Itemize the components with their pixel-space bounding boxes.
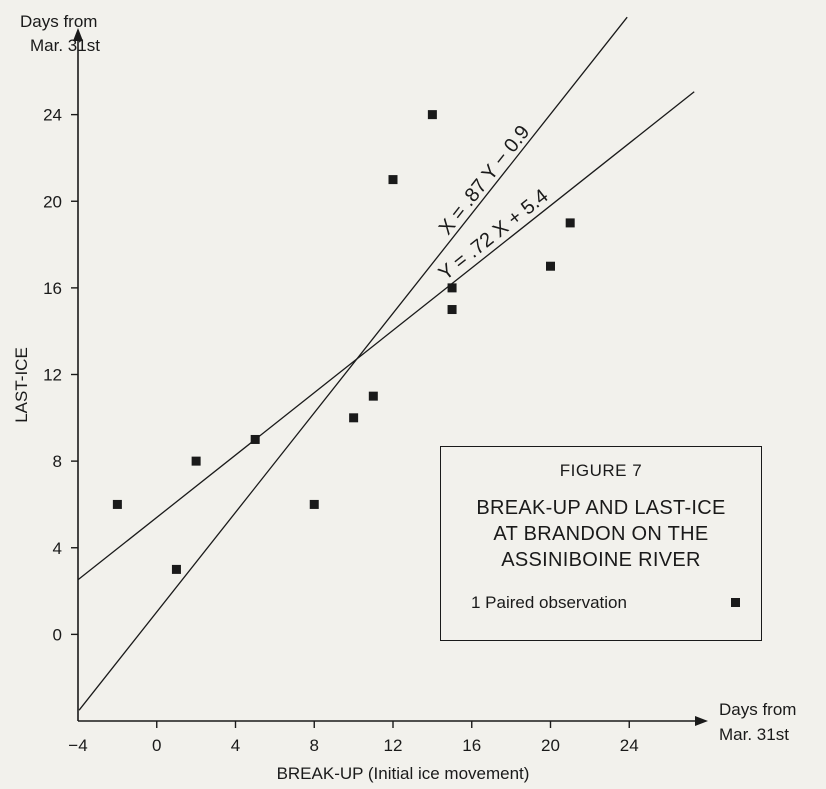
y-tick-label: 24	[43, 106, 62, 125]
x-tick-label: 20	[541, 736, 560, 755]
data-point	[427, 110, 437, 120]
data-point	[171, 564, 181, 574]
x-tick-label: −4	[68, 736, 87, 755]
y-tick-label: 20	[43, 192, 62, 211]
data-point	[546, 261, 555, 271]
y-tick-label: 12	[43, 366, 62, 385]
figure-title-line3: ASSINIBOINE RIVER	[501, 549, 701, 571]
x-tick-label: 16	[462, 736, 481, 755]
figure-title: BREAK-UP AND LAST-ICE AT BRANDON ON THE …	[441, 495, 761, 573]
figure-title-line2: AT BRANDON ON THE	[493, 523, 709, 545]
data-point	[565, 218, 575, 228]
x-unit-label-line1: Days from	[719, 700, 796, 719]
data-point	[250, 434, 260, 444]
figure-number: FIGURE 7	[559, 461, 643, 480]
y-tick-label: 16	[43, 279, 62, 298]
y-axis-label: LAST-ICE	[12, 347, 31, 423]
data-point	[309, 499, 319, 509]
x-tick-label: 4	[231, 736, 240, 755]
y-tick-label: 8	[53, 452, 62, 471]
data-point	[368, 391, 378, 401]
data-point	[349, 413, 359, 423]
x-unit-label-line2: Mar. 31st	[719, 725, 789, 744]
x-tick-label: 8	[310, 736, 319, 755]
y-axis-arrow	[73, 28, 83, 41]
axes: −4 0 4 8 12 16 20 24 0 4 8 12 16 20 24	[43, 28, 708, 755]
legend: FIGURE 7 BREAK-UP AND LAST-ICE AT BRANDO…	[440, 446, 762, 641]
y-unit-label-line2: Mar. 31st	[30, 36, 100, 55]
data-point	[112, 499, 122, 509]
y-tick-label: 4	[53, 539, 62, 558]
y-tick-label: 0	[53, 625, 62, 644]
figure-title-line1: BREAK-UP AND LAST-ICE	[476, 497, 726, 519]
x-axis-arrow	[695, 716, 708, 726]
x-tick-label: 12	[384, 736, 403, 755]
legend-marker	[731, 598, 740, 607]
regression-line-1	[78, 16, 628, 711]
legend-entry-label: 1 Paired observation	[471, 593, 627, 612]
data-point	[191, 456, 201, 466]
y-unit-label-line1: Days from	[20, 12, 97, 31]
x-axis-label: BREAK-UP (Initial ice movement)	[277, 764, 530, 783]
x-tick-label: 0	[152, 736, 161, 755]
data-point	[447, 283, 457, 293]
x-tick-label: 24	[620, 736, 639, 755]
data-points	[112, 110, 575, 574]
regression-line-2	[77, 91, 695, 581]
axis-labels: Days from Mar. 31st LAST-ICE BREAK-UP (I…	[12, 12, 796, 783]
data-point	[388, 175, 398, 185]
data-point	[447, 305, 457, 315]
